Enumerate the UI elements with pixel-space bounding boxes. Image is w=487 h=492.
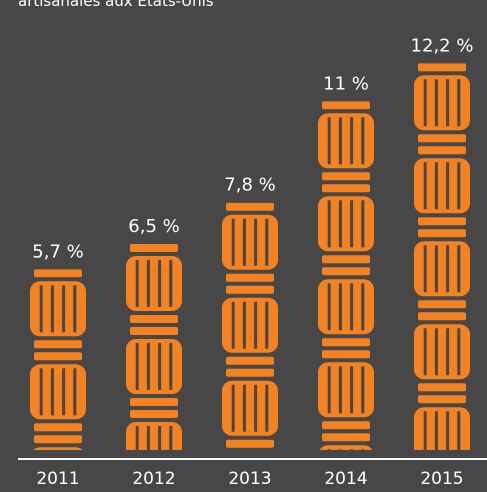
- x-tick-2015: 2015: [420, 469, 463, 489]
- value-labels-group: 5,7 % 6,5 % 7,8 % 11 % 12,2 %: [32, 35, 473, 262]
- bar-2014: [318, 101, 374, 451]
- x-tick-2013: 2013: [228, 469, 271, 489]
- value-label-2014: 11 %: [323, 73, 369, 94]
- value-label-2015: 12,2 %: [411, 35, 474, 56]
- bar-2015: [414, 63, 470, 450]
- chart-title: artisanales aux États-Unis: [18, 0, 214, 10]
- bar-2011: [30, 269, 86, 450]
- bar-2013: [222, 202, 278, 448]
- value-label-2011: 5,7 %: [32, 241, 83, 262]
- bar-2012: [126, 243, 182, 450]
- value-label-2013: 7,8 %: [224, 175, 275, 196]
- x-tick-2012: 2012: [132, 469, 175, 489]
- bars-group: [30, 63, 470, 451]
- x-tick-2014: 2014: [324, 469, 367, 489]
- value-label-2012: 6,5 %: [128, 216, 179, 237]
- x-tick-2011: 2011: [36, 469, 79, 489]
- x-axis-ticks: 2011 2012 2013 2014 2015: [36, 469, 463, 489]
